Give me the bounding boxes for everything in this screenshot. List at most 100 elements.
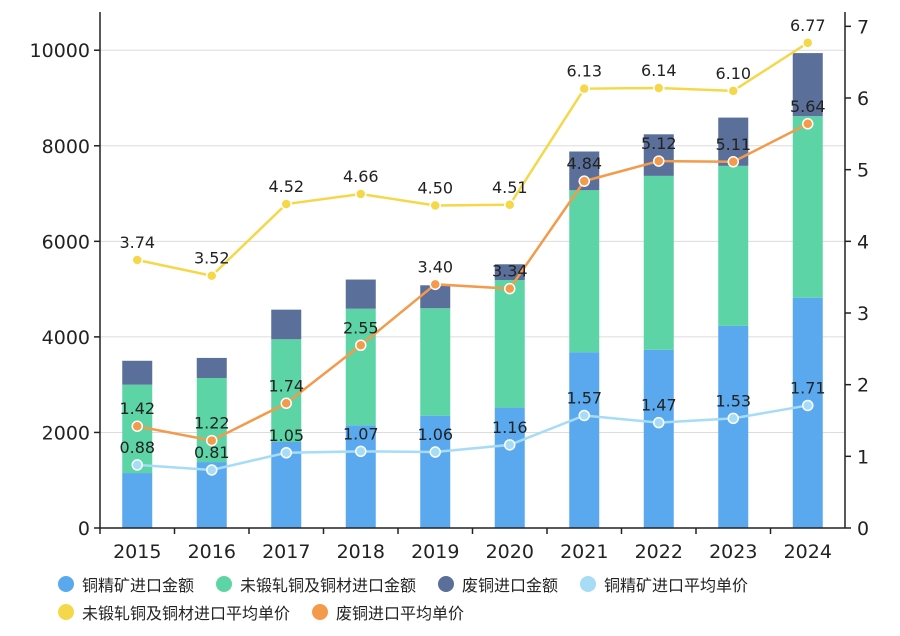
data-label-0-2015: 0.88 [119, 438, 155, 457]
data-label-2-2023: 5.11 [715, 135, 751, 154]
point-1-2022 [653, 82, 665, 94]
data-label-2-2022: 5.12 [641, 134, 677, 153]
left-tick-label-2: 4000 [42, 327, 90, 349]
bar-0-2020 [494, 407, 525, 528]
legend-label-bar-1: 未锻轧铜及铜材进口金额 [240, 576, 417, 595]
legend-item-line-2[interactable]: 废铜进口平均单价 [312, 600, 464, 624]
bar-1-2019 [420, 308, 451, 416]
x-tick-label-2024: 2024 [784, 541, 832, 563]
left-tick-label-5: 10000 [30, 40, 90, 62]
legend: 铜精矿进口金额 未锻轧铜及铜材进口金额 废铜进口金额 铜精矿进口平均单价 未锻轧… [58, 570, 888, 626]
x-tick-label-2015: 2015 [113, 541, 161, 563]
point-0-2023 [727, 412, 739, 425]
legend-dot-bar-1 [216, 576, 233, 592]
bar-2-2015 [122, 360, 153, 385]
x-tick-label-2022: 2022 [635, 541, 683, 563]
point-1-2023 [727, 85, 739, 97]
left-tick-label-4: 8000 [42, 136, 90, 158]
point-0-2019 [429, 446, 441, 458]
bar-2-2017 [271, 309, 302, 340]
right-tick-label-0: 0 [857, 518, 869, 540]
bar-1-2022 [643, 175, 674, 350]
point-0-2021 [578, 409, 590, 422]
data-label-1-2015: 3.74 [119, 233, 155, 252]
legend-item-line-0[interactable]: 铜精矿进口平均单价 [580, 572, 748, 596]
point-0-2015 [131, 459, 143, 471]
bar-0-2022 [643, 349, 674, 528]
legend-label-line-1: 未锻轧铜及铜材进口平均单价 [82, 604, 291, 623]
bar-1-2018 [345, 308, 376, 426]
point-2-2022 [653, 155, 665, 167]
data-label-1-2016: 3.52 [194, 249, 230, 268]
data-label-2-2020: 3.34 [492, 262, 528, 281]
bar-2-2024 [792, 53, 823, 117]
legend-dot-line-2 [312, 604, 329, 620]
bar-1-2017 [271, 339, 302, 442]
point-2-2019 [429, 278, 441, 291]
x-tick-label-2016: 2016 [188, 541, 236, 563]
data-label-0-2022: 1.47 [641, 396, 677, 415]
right-tick-label-4: 4 [857, 231, 869, 253]
legend-item-bar-1[interactable]: 未锻轧铜及铜材进口金额 [216, 572, 416, 596]
legend-dot-bar-0 [58, 576, 74, 592]
bar-1-2021 [569, 190, 600, 353]
point-0-2017 [280, 447, 292, 459]
data-label-1-2020: 4.51 [492, 178, 528, 197]
bar-2-2022 [643, 134, 674, 176]
line-series-0 [137, 404, 808, 472]
left-tick-label-0: 0 [78, 518, 90, 540]
data-label-0-2019: 1.06 [417, 425, 453, 444]
data-label-2-2015: 1.42 [119, 399, 155, 418]
point-0-2022 [653, 416, 665, 429]
legend-item-bar-2[interactable]: 废铜进口金额 [438, 572, 558, 596]
point-0-2024 [802, 399, 814, 412]
line-series-1 [136, 41, 809, 278]
bar-1-2023 [718, 165, 749, 326]
data-label-2-2016: 1.22 [194, 414, 230, 433]
left-tick-label-3: 6000 [42, 231, 90, 253]
bar-0-2024 [792, 297, 823, 528]
bar-2-2016 [196, 357, 227, 378]
x-tick-label-2020: 2020 [486, 541, 534, 563]
x-tick-label-2019: 2019 [411, 541, 459, 563]
data-label-0-2017: 1.05 [268, 426, 304, 445]
point-1-2017 [280, 198, 292, 210]
data-label-1-2023: 6.10 [715, 64, 751, 83]
bar-0-2023 [718, 325, 749, 528]
data-label-1-2018: 4.66 [343, 167, 379, 186]
point-0-2020 [504, 439, 516, 451]
legend-dot-bar-2 [438, 576, 455, 592]
point-2-2018 [355, 339, 367, 351]
data-label-0-2024: 1.71 [790, 378, 826, 397]
data-label-2-2019: 3.40 [417, 257, 453, 276]
right-tick-label-7: 7 [857, 16, 869, 38]
point-1-2018 [355, 188, 367, 200]
data-label-1-2021: 6.13 [566, 62, 602, 81]
data-label-1-2019: 4.50 [417, 179, 453, 198]
x-tick-label-2021: 2021 [560, 541, 608, 563]
point-2-2024 [802, 118, 814, 130]
legend-dot-line-1 [58, 604, 74, 620]
point-2-2017 [280, 397, 292, 410]
data-label-0-2023: 1.53 [715, 391, 751, 410]
right-tick-label-6: 6 [857, 88, 869, 110]
point-0-2016 [206, 464, 218, 476]
legend-row-2: 未锻轧铜及铜材进口平均单价 废铜进口平均单价 [58, 598, 888, 626]
point-2-2015 [131, 420, 143, 432]
legend-item-line-1[interactable]: 未锻轧铜及铜材进口平均单价 [58, 600, 290, 624]
data-label-2-2018: 2.55 [343, 318, 379, 337]
data-label-0-2016: 0.81 [194, 443, 230, 462]
legend-item-bar-0[interactable]: 铜精矿进口金额 [58, 572, 194, 596]
point-2-2020 [504, 282, 516, 295]
point-2-2023 [727, 156, 739, 168]
data-label-2-2017: 1.74 [268, 376, 304, 395]
x-tick-label-2017: 2017 [262, 541, 310, 563]
point-1-2021 [578, 82, 590, 95]
point-1-2016 [206, 269, 218, 282]
right-tick-label-1: 1 [857, 446, 869, 468]
bar-1-2016 [196, 377, 227, 463]
point-0-2018 [355, 445, 367, 458]
data-label-2-2021: 4.84 [566, 154, 602, 173]
point-1-2020 [504, 199, 516, 211]
legend-label-line-0: 铜精矿进口平均单价 [604, 576, 749, 595]
